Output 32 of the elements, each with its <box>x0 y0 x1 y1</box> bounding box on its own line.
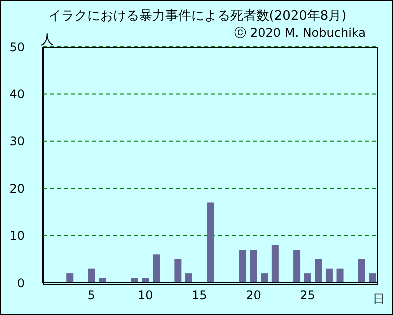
bar <box>174 259 182 283</box>
x-tick-label: 15 <box>192 288 208 303</box>
bar <box>315 259 322 283</box>
bar <box>304 274 312 283</box>
bar <box>272 245 279 283</box>
x-axis-title: 日 <box>373 291 385 308</box>
bar <box>185 274 192 283</box>
bar <box>294 250 301 283</box>
y-tick-label: 40 <box>10 87 25 102</box>
x-tick-label: 5 <box>88 288 96 303</box>
bar <box>250 250 258 283</box>
x-tick-label: 25 <box>300 288 316 303</box>
bar <box>88 268 96 283</box>
y-tick-label: 20 <box>10 182 25 196</box>
bar <box>153 254 160 283</box>
y-axis-title: 人 <box>41 32 54 49</box>
x-tick-label: 20 <box>246 288 262 303</box>
text: ⓒ 2020 M. Nobuchika <box>234 25 366 42</box>
y-tick-label: 10 <box>10 229 25 244</box>
bar <box>207 202 214 283</box>
bar <box>240 250 247 283</box>
bar <box>66 274 74 283</box>
bar <box>326 268 333 283</box>
bar <box>358 259 366 283</box>
bar <box>369 274 376 283</box>
y-tick-label: 50 <box>10 40 25 54</box>
bar <box>261 274 268 283</box>
bar <box>336 268 344 283</box>
chart-title: イラクにおける暴力事件による死者数(2020年8月) <box>47 8 348 25</box>
y-tick-label: 30 <box>10 134 25 149</box>
x-tick-label: 10 <box>138 288 154 303</box>
y-tick-label: 0 <box>17 276 25 290</box>
